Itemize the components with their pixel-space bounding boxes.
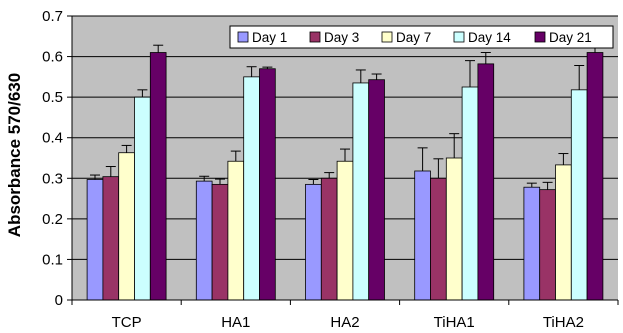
bar xyxy=(243,76,260,301)
legend-label: Day 7 xyxy=(396,30,431,45)
bar xyxy=(336,160,354,301)
bar xyxy=(86,179,104,301)
legend-swatch xyxy=(309,31,321,43)
x-tick-label: HA2 xyxy=(330,314,359,331)
bar xyxy=(461,86,479,301)
legend-swatch xyxy=(237,31,249,43)
legend-swatch xyxy=(381,31,393,43)
y-tick-label: 0.2 xyxy=(42,211,63,228)
bar xyxy=(368,79,385,301)
bar xyxy=(149,52,167,301)
bar xyxy=(445,157,463,301)
legend-swatch xyxy=(453,31,465,43)
bar xyxy=(195,180,213,301)
legend-label: Day 1 xyxy=(252,30,287,45)
bar xyxy=(352,82,370,301)
y-tick-label: 0 xyxy=(55,292,63,309)
y-tick-labels: 0 0.1 0.2 0.3 0.4 0.5 0.6 0.7 xyxy=(42,8,63,309)
bar xyxy=(259,68,276,301)
y-tick-label: 0.5 xyxy=(42,89,63,106)
axes xyxy=(67,15,619,305)
bar xyxy=(570,89,588,301)
bar xyxy=(539,189,556,301)
bar xyxy=(118,152,135,301)
legend: Day 1 Day 3 Day 7 Day 14 Day 21 xyxy=(229,25,614,49)
bar xyxy=(227,160,245,301)
legend-label: Day 14 xyxy=(468,30,511,45)
bar xyxy=(102,176,120,301)
bar xyxy=(477,63,495,301)
legend-label: Day 3 xyxy=(324,30,359,45)
legend-swatch xyxy=(534,31,546,43)
x-tick-labels: TCP HA1 HA2 TiHA1 TiHA2 xyxy=(112,314,584,331)
y-axis-title: Absorbance 570/630 xyxy=(5,73,24,237)
y-tick-label: 0.3 xyxy=(42,170,63,187)
bar xyxy=(320,177,338,301)
bar xyxy=(305,183,322,301)
legend-box xyxy=(229,25,614,49)
bar xyxy=(586,52,604,301)
y-tick-label: 0.1 xyxy=(42,251,63,268)
legend-label: Day 21 xyxy=(549,30,592,45)
bar xyxy=(430,177,447,301)
bar xyxy=(523,186,541,301)
y-tick-label: 0.7 xyxy=(42,8,63,25)
y-tick-label: 0.4 xyxy=(42,130,63,147)
bar xyxy=(414,170,431,301)
bar xyxy=(555,164,572,301)
bar xyxy=(211,183,229,301)
y-tick-label: 0.6 xyxy=(42,49,63,66)
bar xyxy=(134,96,151,301)
x-tick-label: TiHA2 xyxy=(543,314,584,331)
x-tick-label: TCP xyxy=(112,314,142,331)
x-tick-label: HA1 xyxy=(221,314,250,331)
x-tick-label: TiHA1 xyxy=(434,314,475,331)
